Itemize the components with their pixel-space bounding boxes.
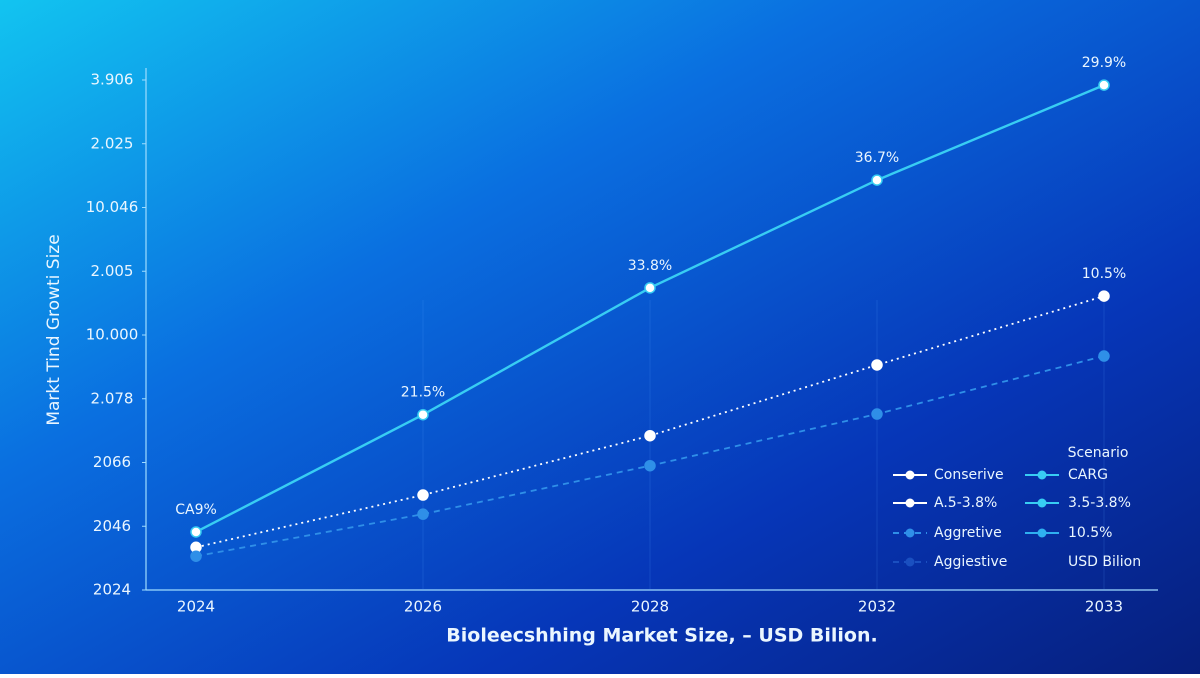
- legend-marker: [905, 528, 915, 538]
- y-tick-label: 2046: [93, 517, 131, 535]
- legend-marker: [1037, 528, 1047, 538]
- legend-label: Aggretive: [934, 525, 1002, 541]
- annotation: 29.9%: [1082, 55, 1126, 71]
- y-tick-label: 2066: [93, 453, 131, 471]
- data-point: [1098, 290, 1110, 302]
- data-point: [644, 459, 656, 472]
- y-tick-label: 2.078: [91, 389, 134, 407]
- data-point: [644, 282, 656, 294]
- data-point: [417, 408, 429, 421]
- data-point: [190, 550, 202, 562]
- legend-label: Conserive: [934, 467, 1004, 483]
- legend-marker: [905, 470, 915, 480]
- data-point: [871, 359, 883, 371]
- data-point: [1098, 350, 1110, 362]
- legend-label: Aggiestive: [934, 554, 1007, 570]
- x-axis-title: Bioleecshhing Market Size, – USD Bilion.: [446, 625, 877, 647]
- annotation: 36.7%: [855, 150, 899, 166]
- data-point: [1098, 79, 1110, 91]
- legend-label: A.5-3.8%: [934, 495, 997, 511]
- y-axis-title: Markt Tind Growti Size: [44, 234, 64, 425]
- y-tick-label: 2.005: [91, 262, 134, 280]
- data-point: [871, 408, 883, 420]
- y-tick-label: 3.906: [91, 71, 134, 89]
- annotation: 33.8%: [628, 258, 672, 274]
- legend-marker: [1037, 470, 1047, 480]
- legend-label: CARG: [1068, 467, 1108, 483]
- legend-label: USD Bilion: [1068, 554, 1141, 570]
- y-tick-label: 10.046: [86, 198, 139, 216]
- y-tick-label: 2.025: [91, 134, 134, 152]
- legend-title: Scenario: [1068, 445, 1129, 461]
- x-tick-label: 2026: [404, 598, 442, 616]
- legend-marker: [905, 498, 915, 508]
- annotation: 10.5%: [1082, 266, 1126, 282]
- legend-label: 10.5%: [1068, 525, 1112, 541]
- x-tick-label: 2033: [1085, 598, 1123, 616]
- x-tick-label: 2028: [631, 598, 669, 616]
- data-point: [190, 526, 202, 538]
- y-tick-label: 2024: [93, 581, 131, 599]
- x-tick-label: 2024: [177, 598, 215, 616]
- data-point: [417, 508, 429, 520]
- y-tick-label: 10.000: [86, 326, 139, 344]
- annotation: CA9%: [175, 502, 217, 518]
- legend-marker: [1037, 498, 1047, 508]
- data-point: [871, 174, 883, 186]
- annotation: 21.5%: [401, 385, 445, 401]
- data-point: [644, 429, 656, 442]
- data-point: [417, 489, 429, 501]
- x-tick-label: 2032: [858, 598, 896, 616]
- legend-label: 3.5-3.8%: [1068, 495, 1131, 511]
- legend-marker: [905, 557, 915, 567]
